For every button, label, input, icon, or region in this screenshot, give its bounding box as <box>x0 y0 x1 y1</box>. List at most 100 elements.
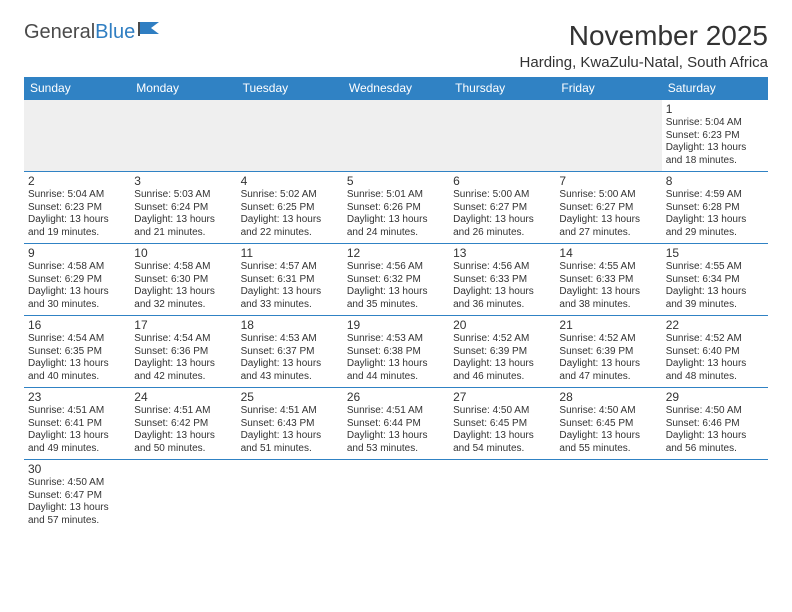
day-info: Sunrise: 4:51 AMSunset: 6:41 PMDaylight:… <box>28 405 126 455</box>
calendar-body: 1Sunrise: 5:04 AMSunset: 6:23 PMDaylight… <box>24 100 768 532</box>
calendar-cell <box>662 460 768 532</box>
day-number: 13 <box>453 246 551 260</box>
calendar-row: 23Sunrise: 4:51 AMSunset: 6:41 PMDayligh… <box>24 388 768 460</box>
day-header: Saturday <box>662 77 768 100</box>
calendar-cell: 27Sunrise: 4:50 AMSunset: 6:45 PMDayligh… <box>449 388 555 460</box>
calendar-cell: 12Sunrise: 4:56 AMSunset: 6:32 PMDayligh… <box>343 244 449 316</box>
calendar-cell <box>449 460 555 532</box>
calendar-cell: 6Sunrise: 5:00 AMSunset: 6:27 PMDaylight… <box>449 172 555 244</box>
calendar-cell: 25Sunrise: 4:51 AMSunset: 6:43 PMDayligh… <box>237 388 343 460</box>
calendar-cell: 19Sunrise: 4:53 AMSunset: 6:38 PMDayligh… <box>343 316 449 388</box>
logo: GeneralBlue <box>24 20 161 44</box>
calendar-row: 30Sunrise: 4:50 AMSunset: 6:47 PMDayligh… <box>24 460 768 532</box>
calendar-cell: 9Sunrise: 4:58 AMSunset: 6:29 PMDaylight… <box>24 244 130 316</box>
day-header: Sunday <box>24 77 130 100</box>
day-header: Wednesday <box>343 77 449 100</box>
day-number: 24 <box>134 390 232 404</box>
calendar-cell: 22Sunrise: 4:52 AMSunset: 6:40 PMDayligh… <box>662 316 768 388</box>
day-number: 30 <box>28 462 126 476</box>
calendar-table: Sunday Monday Tuesday Wednesday Thursday… <box>24 77 768 532</box>
day-info: Sunrise: 4:50 AMSunset: 6:47 PMDaylight:… <box>28 477 126 527</box>
day-number: 10 <box>134 246 232 260</box>
day-info: Sunrise: 4:56 AMSunset: 6:32 PMDaylight:… <box>347 261 445 311</box>
calendar-row: 9Sunrise: 4:58 AMSunset: 6:29 PMDaylight… <box>24 244 768 316</box>
day-number: 29 <box>666 390 764 404</box>
day-header: Friday <box>555 77 661 100</box>
calendar-cell <box>237 460 343 532</box>
day-info: Sunrise: 4:58 AMSunset: 6:30 PMDaylight:… <box>134 261 232 311</box>
day-number: 1 <box>666 102 764 116</box>
day-number: 4 <box>241 174 339 188</box>
day-number: 18 <box>241 318 339 332</box>
day-number: 7 <box>559 174 657 188</box>
flag-icon <box>137 20 161 44</box>
day-number: 2 <box>28 174 126 188</box>
day-info: Sunrise: 4:58 AMSunset: 6:29 PMDaylight:… <box>28 261 126 311</box>
day-number: 22 <box>666 318 764 332</box>
day-info: Sunrise: 4:50 AMSunset: 6:45 PMDaylight:… <box>559 405 657 455</box>
calendar-cell: 13Sunrise: 4:56 AMSunset: 6:33 PMDayligh… <box>449 244 555 316</box>
day-info: Sunrise: 5:04 AMSunset: 6:23 PMDaylight:… <box>666 117 764 167</box>
calendar-cell <box>343 460 449 532</box>
calendar-cell <box>130 100 236 172</box>
calendar-cell <box>24 100 130 172</box>
day-info: Sunrise: 5:01 AMSunset: 6:26 PMDaylight:… <box>347 189 445 239</box>
calendar-cell <box>555 460 661 532</box>
calendar-cell: 29Sunrise: 4:50 AMSunset: 6:46 PMDayligh… <box>662 388 768 460</box>
day-number: 5 <box>347 174 445 188</box>
calendar-cell: 15Sunrise: 4:55 AMSunset: 6:34 PMDayligh… <box>662 244 768 316</box>
calendar-row: 2Sunrise: 5:04 AMSunset: 6:23 PMDaylight… <box>24 172 768 244</box>
day-number: 6 <box>453 174 551 188</box>
day-number: 25 <box>241 390 339 404</box>
logo-text-1: General <box>24 21 95 44</box>
calendar-cell: 5Sunrise: 5:01 AMSunset: 6:26 PMDaylight… <box>343 172 449 244</box>
calendar-cell: 16Sunrise: 4:54 AMSunset: 6:35 PMDayligh… <box>24 316 130 388</box>
day-info: Sunrise: 5:03 AMSunset: 6:24 PMDaylight:… <box>134 189 232 239</box>
calendar-cell <box>449 100 555 172</box>
day-header-row: Sunday Monday Tuesday Wednesday Thursday… <box>24 77 768 100</box>
day-info: Sunrise: 4:56 AMSunset: 6:33 PMDaylight:… <box>453 261 551 311</box>
day-info: Sunrise: 4:52 AMSunset: 6:39 PMDaylight:… <box>559 333 657 383</box>
calendar-cell: 24Sunrise: 4:51 AMSunset: 6:42 PMDayligh… <box>130 388 236 460</box>
day-info: Sunrise: 5:04 AMSunset: 6:23 PMDaylight:… <box>28 189 126 239</box>
day-number: 3 <box>134 174 232 188</box>
calendar-cell <box>130 460 236 532</box>
day-info: Sunrise: 4:55 AMSunset: 6:34 PMDaylight:… <box>666 261 764 311</box>
day-number: 27 <box>453 390 551 404</box>
day-header: Tuesday <box>237 77 343 100</box>
day-info: Sunrise: 5:00 AMSunset: 6:27 PMDaylight:… <box>453 189 551 239</box>
day-number: 12 <box>347 246 445 260</box>
day-number: 17 <box>134 318 232 332</box>
calendar-cell: 8Sunrise: 4:59 AMSunset: 6:28 PMDaylight… <box>662 172 768 244</box>
day-number: 28 <box>559 390 657 404</box>
day-number: 8 <box>666 174 764 188</box>
day-info: Sunrise: 4:52 AMSunset: 6:40 PMDaylight:… <box>666 333 764 383</box>
day-info: Sunrise: 4:50 AMSunset: 6:45 PMDaylight:… <box>453 405 551 455</box>
calendar-row: 1Sunrise: 5:04 AMSunset: 6:23 PMDaylight… <box>24 100 768 172</box>
day-number: 23 <box>28 390 126 404</box>
calendar-cell: 28Sunrise: 4:50 AMSunset: 6:45 PMDayligh… <box>555 388 661 460</box>
day-info: Sunrise: 4:55 AMSunset: 6:33 PMDaylight:… <box>559 261 657 311</box>
day-number: 9 <box>28 246 126 260</box>
calendar-cell: 20Sunrise: 4:52 AMSunset: 6:39 PMDayligh… <box>449 316 555 388</box>
day-info: Sunrise: 5:00 AMSunset: 6:27 PMDaylight:… <box>559 189 657 239</box>
calendar-cell: 4Sunrise: 5:02 AMSunset: 6:25 PMDaylight… <box>237 172 343 244</box>
location: Harding, KwaZulu-Natal, South Africa <box>520 54 768 71</box>
calendar-cell <box>343 100 449 172</box>
day-number: 15 <box>666 246 764 260</box>
calendar-cell: 30Sunrise: 4:50 AMSunset: 6:47 PMDayligh… <box>24 460 130 532</box>
day-info: Sunrise: 4:54 AMSunset: 6:35 PMDaylight:… <box>28 333 126 383</box>
title-block: November 2025 Harding, KwaZulu-Natal, So… <box>520 20 768 71</box>
day-info: Sunrise: 4:57 AMSunset: 6:31 PMDaylight:… <box>241 261 339 311</box>
calendar-cell: 2Sunrise: 5:04 AMSunset: 6:23 PMDaylight… <box>24 172 130 244</box>
day-info: Sunrise: 4:54 AMSunset: 6:36 PMDaylight:… <box>134 333 232 383</box>
day-header: Thursday <box>449 77 555 100</box>
calendar-cell: 18Sunrise: 4:53 AMSunset: 6:37 PMDayligh… <box>237 316 343 388</box>
day-info: Sunrise: 4:53 AMSunset: 6:38 PMDaylight:… <box>347 333 445 383</box>
calendar-cell: 10Sunrise: 4:58 AMSunset: 6:30 PMDayligh… <box>130 244 236 316</box>
calendar-cell: 17Sunrise: 4:54 AMSunset: 6:36 PMDayligh… <box>130 316 236 388</box>
day-info: Sunrise: 4:51 AMSunset: 6:42 PMDaylight:… <box>134 405 232 455</box>
logo-text-2: Blue <box>95 21 135 44</box>
calendar-row: 16Sunrise: 4:54 AMSunset: 6:35 PMDayligh… <box>24 316 768 388</box>
calendar-cell: 1Sunrise: 5:04 AMSunset: 6:23 PMDaylight… <box>662 100 768 172</box>
